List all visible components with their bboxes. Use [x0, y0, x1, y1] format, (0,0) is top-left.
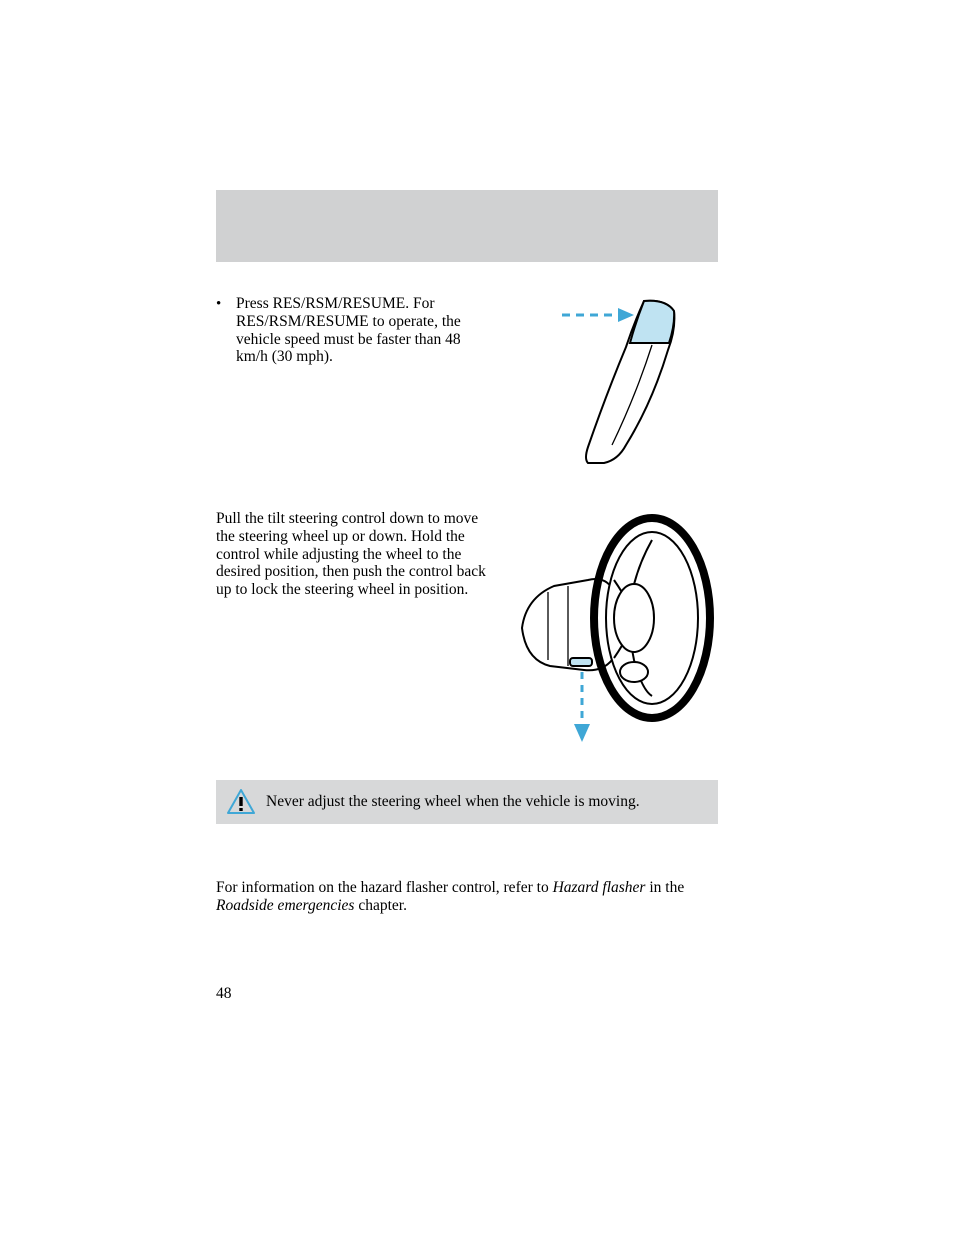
text-leading: For information on the hazard flasher co… [216, 879, 553, 896]
page-number: 48 [216, 985, 232, 1003]
warning-icon [226, 788, 256, 816]
hazard-flasher-paragraph: For information on the hazard flasher co… [216, 879, 718, 915]
warning-box: Never adjust the steering wheel when the… [216, 780, 718, 824]
steering-wheel-diagram [514, 510, 724, 750]
bullet-item: • Press RES/RSM/RESUME. For RES/RSM/RESU… [216, 295, 496, 470]
text-trailing: chapter. [354, 897, 407, 914]
resume-section: • Press RES/RSM/RESUME. For RES/RSM/RESU… [216, 295, 718, 470]
text-italic-1: Hazard flasher [553, 879, 646, 896]
tilt-steering-section: Pull the tilt steering control down to m… [216, 510, 718, 750]
resume-stalk-diagram [514, 295, 718, 470]
text-italic-2: Roadside emergencies [216, 897, 354, 914]
bullet-text: Press RES/RSM/RESUME. For RES/RSM/RESUME… [236, 295, 496, 470]
header-band [216, 190, 718, 262]
warning-text: Never adjust the steering wheel when the… [266, 793, 640, 811]
bullet-marker: • [216, 295, 236, 470]
tilt-steering-paragraph: Pull the tilt steering control down to m… [216, 510, 496, 750]
page-content: • Press RES/RSM/RESUME. For RES/RSM/RESU… [216, 295, 718, 915]
text-mid: in the [645, 879, 684, 896]
